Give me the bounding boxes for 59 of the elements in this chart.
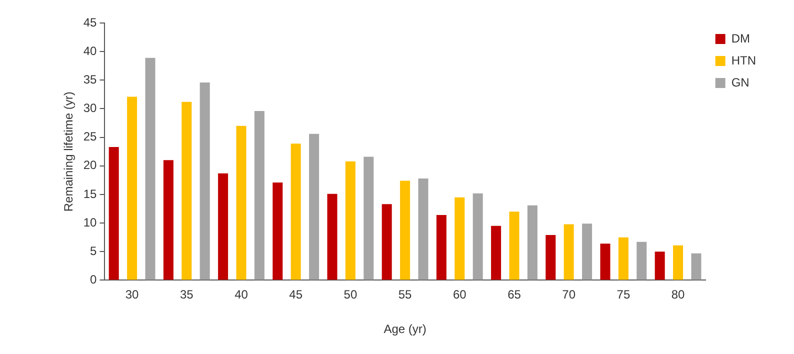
bar — [436, 215, 446, 280]
x-tick-label: 55 — [398, 288, 412, 302]
bar — [290, 144, 301, 280]
bar — [272, 182, 283, 280]
bar — [382, 204, 392, 280]
bar — [691, 253, 702, 280]
bar — [636, 242, 647, 280]
bar — [618, 237, 628, 280]
legend-label: HTN — [731, 53, 756, 68]
y-tick-label: 45 — [83, 15, 98, 30]
bar — [564, 224, 574, 280]
y-tick-label: 35 — [83, 72, 98, 86]
bar — [527, 205, 538, 280]
bar — [600, 244, 610, 280]
bar — [418, 178, 428, 280]
y-tick-label: 30 — [83, 101, 98, 116]
y-tick-label: 0 — [90, 272, 98, 287]
bar — [108, 147, 119, 280]
bar — [200, 82, 210, 280]
y-tick-label: 5 — [90, 244, 98, 258]
x-tick-label: 45 — [289, 288, 303, 302]
x-tick-label: 60 — [452, 288, 467, 302]
bar — [491, 226, 502, 280]
bar — [364, 156, 374, 280]
bar — [472, 193, 483, 280]
bar — [127, 96, 138, 280]
bar — [236, 126, 246, 280]
bar — [454, 197, 465, 280]
legend-label: DM — [731, 31, 750, 46]
x-tick-label: 35 — [180, 288, 194, 302]
x-tick-label: 70 — [562, 288, 576, 302]
bar — [218, 173, 228, 280]
bar — [163, 160, 174, 280]
x-tick-label: 65 — [508, 288, 522, 302]
x-tick-label: 30 — [125, 288, 140, 302]
bar — [673, 245, 684, 280]
y-tick-label: 10 — [83, 215, 98, 230]
x-tick-label: 75 — [616, 288, 630, 302]
legend-label: GN — [731, 75, 750, 90]
bar — [546, 235, 556, 280]
y-tick-label: 25 — [83, 130, 98, 144]
bar — [345, 161, 356, 280]
bar — [145, 58, 156, 280]
y-tick-label: 15 — [83, 186, 98, 201]
x-tick-label: 50 — [344, 288, 358, 302]
x-tick-label: 40 — [234, 288, 248, 302]
y-axis-title: Remaining lifetime (yr) — [62, 92, 76, 212]
y-tick-label: 40 — [83, 44, 98, 58]
x-tick-label: 80 — [671, 288, 686, 302]
x-axis-title: Age (yr) — [384, 322, 426, 336]
bar — [654, 252, 665, 280]
bar — [182, 102, 192, 280]
bar — [509, 212, 520, 280]
bar — [582, 224, 592, 280]
bar — [400, 180, 410, 280]
bar — [309, 134, 320, 280]
bar — [327, 194, 338, 280]
bar — [254, 111, 264, 280]
y-tick-label: 20 — [83, 158, 98, 172]
